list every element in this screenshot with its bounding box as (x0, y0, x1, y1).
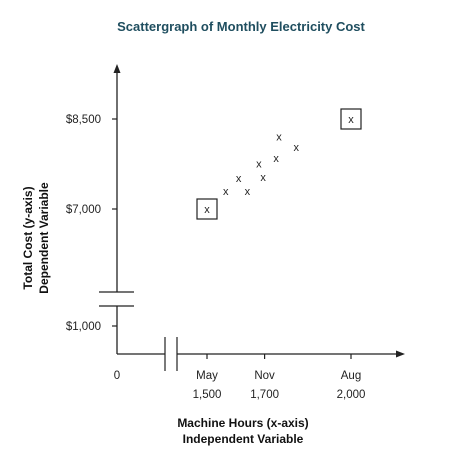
x-tick-month: Nov (254, 370, 275, 382)
data-point: x (276, 131, 282, 143)
x-axis-title-line2: Independent Variable (183, 432, 304, 446)
data-point: x (204, 204, 210, 216)
x-tick-month: May (196, 370, 218, 382)
x-axis-title-line1: Machine Hours (x-axis) (177, 416, 308, 430)
y-ticks: $1,000 $7,000 $8,500 (66, 114, 117, 333)
data-point: x (273, 153, 279, 165)
x-tick-label: 1,500 (193, 389, 222, 401)
y-axis (99, 64, 134, 354)
y-axis-arrow (113, 64, 121, 73)
chart-title: Scattergraph of Monthly Electricity Cost (117, 19, 365, 34)
y-axis-title-line1: Total Cost (y-axis) (21, 186, 35, 289)
x-origin-label: 0 (114, 370, 120, 382)
data-point: x (256, 158, 262, 170)
x-tick-label: 2,000 (337, 389, 366, 401)
data-point: x (236, 173, 242, 185)
y-axis-title-line2: Dependent Variable (37, 182, 51, 294)
y-tick-label: $7,000 (66, 204, 101, 216)
x-axis (117, 337, 405, 371)
x-tick-label: 1,700 (250, 389, 279, 401)
data-point: x (348, 114, 354, 126)
x-ticks: May 1,500 Nov 1,700 Aug 2,000 (193, 354, 366, 401)
highlight-box (196, 198, 218, 220)
y-tick-label: $8,500 (66, 114, 101, 126)
data-point: x (223, 186, 229, 198)
data-point: x (245, 186, 251, 198)
x-axis-arrow (396, 350, 405, 358)
data-point: x (294, 142, 300, 154)
data-point: x (260, 172, 266, 184)
highlight-box (340, 108, 362, 130)
y-tick-label: $1,000 (66, 321, 101, 333)
x-tick-month: Aug (341, 370, 361, 382)
